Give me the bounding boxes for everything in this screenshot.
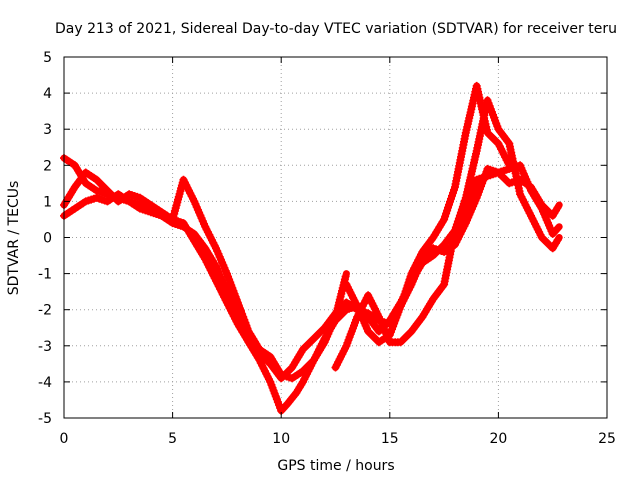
y-tick-label: -2 <box>38 303 52 319</box>
y-tick-label: -3 <box>38 339 52 355</box>
y-tick-label: -5 <box>38 411 52 427</box>
y-tick-label: -1 <box>38 267 52 283</box>
y-tick-label: 0 <box>43 231 52 247</box>
series-layer <box>60 81 563 415</box>
x-tick-label: 5 <box>168 431 177 447</box>
series-markers <box>60 168 350 383</box>
x-tick-label: 25 <box>598 431 616 447</box>
y-axis-label: SDTVAR / TECUs <box>6 181 22 296</box>
data-point <box>341 272 350 281</box>
data-point <box>553 236 562 245</box>
chart-title: Day 213 of 2021, Sidereal Day-to-day VTE… <box>55 21 617 37</box>
series-day-3 <box>60 168 350 383</box>
y-tick-label: 5 <box>43 50 52 66</box>
x-axis-label: GPS time / hours <box>277 458 394 474</box>
x-tick-label: 10 <box>272 431 290 447</box>
y-tick-label: 2 <box>43 158 52 174</box>
y-tick-label: 3 <box>43 122 52 138</box>
data-point <box>553 203 562 212</box>
y-tick-label: 4 <box>43 86 52 102</box>
series-day-5 <box>331 96 563 372</box>
data-point <box>553 225 561 234</box>
y-tick-label: -4 <box>38 375 52 391</box>
x-tick-label: 20 <box>489 431 507 447</box>
x-tick-label: 0 <box>60 431 69 447</box>
y-tick-label: 1 <box>43 194 52 210</box>
series-markers <box>331 96 562 372</box>
x-tick-label: 15 <box>381 431 399 447</box>
